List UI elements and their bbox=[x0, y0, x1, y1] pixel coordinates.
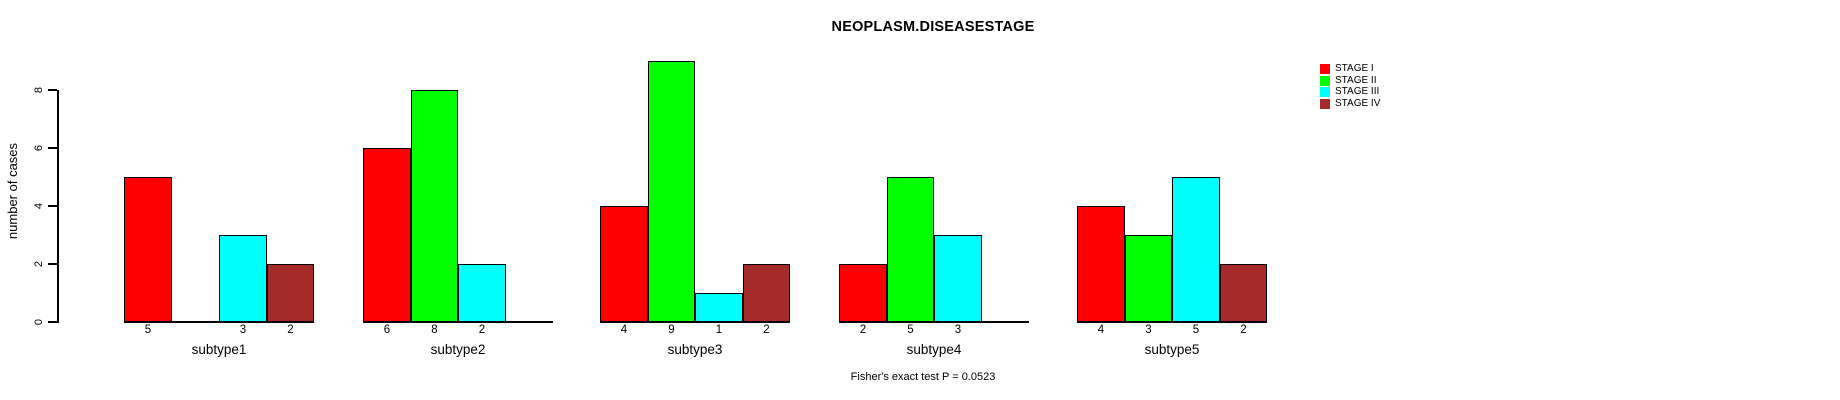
legend-label: STAGE III bbox=[1335, 86, 1380, 98]
bar-stage-iv-subtype5 bbox=[1219, 264, 1267, 322]
bar-value-label: 2 bbox=[859, 324, 867, 336]
bar-value-label: 3 bbox=[239, 324, 247, 336]
legend-item-stage-i: STAGE I bbox=[1320, 64, 1380, 74]
x-category-label-subtype4: subtype4 bbox=[906, 342, 962, 357]
bar-stage-i-subtype2 bbox=[363, 148, 411, 322]
y-tick-label: 2 bbox=[33, 260, 45, 268]
bar-stage-ii-subtype3 bbox=[647, 61, 695, 322]
bar-value-label: 8 bbox=[431, 324, 438, 336]
legend-item-stage-iii: STAGE III bbox=[1320, 86, 1380, 98]
bar-stage-iii-subtype3 bbox=[695, 293, 743, 322]
x-category-label-subtype5: subtype5 bbox=[1144, 342, 1200, 357]
bar-stage-ii-subtype2 bbox=[410, 90, 458, 322]
group-baseline bbox=[839, 321, 1029, 323]
bar-stage-iii-subtype1 bbox=[219, 235, 267, 322]
bar-stage-i-subtype4 bbox=[839, 264, 887, 322]
legend-label: STAGE IV bbox=[1335, 98, 1381, 110]
legend: STAGE I STAGE II STAGE III STAGE IV bbox=[1320, 64, 1381, 110]
bar-value-label: 3 bbox=[954, 324, 962, 336]
y-tick-label: 8 bbox=[33, 86, 45, 94]
bar-value-label: 5 bbox=[907, 324, 914, 336]
bar-value-label: 5 bbox=[1192, 324, 1200, 336]
bar-value-label: 2 bbox=[287, 324, 294, 336]
x-category-label-subtype2: subtype2 bbox=[430, 342, 486, 357]
bar-stage-i-subtype1 bbox=[124, 177, 172, 322]
bar-stage-iv-subtype1 bbox=[266, 264, 314, 322]
bar-stage-i-subtype5 bbox=[1077, 206, 1125, 322]
y-axis-line bbox=[57, 90, 59, 323]
legend-label: STAGE II bbox=[1335, 74, 1377, 86]
bar-value-label: 2 bbox=[1240, 324, 1247, 336]
bar-value-label: 9 bbox=[668, 324, 675, 336]
bar-stage-iv-subtype3 bbox=[742, 264, 790, 322]
y-tick bbox=[48, 89, 57, 91]
y-tick-label: 4 bbox=[33, 202, 45, 210]
bar-stage-i-subtype3 bbox=[600, 206, 648, 322]
bar-value-label: 3 bbox=[1145, 324, 1152, 336]
bar-value-label: 5 bbox=[144, 324, 152, 336]
bar-value-label: 4 bbox=[620, 324, 628, 336]
group-baseline bbox=[1077, 321, 1267, 323]
bar-value-label: 2 bbox=[478, 324, 486, 336]
legend-swatch-stage-iii bbox=[1320, 87, 1330, 98]
bar-value-label: 2 bbox=[763, 324, 770, 336]
bar-stage-iii-subtype4 bbox=[934, 235, 982, 322]
bar-stage-ii-subtype4 bbox=[886, 177, 934, 322]
y-tick-label: 0 bbox=[33, 318, 45, 326]
x-category-label-subtype3: subtype3 bbox=[667, 342, 723, 357]
fisher-test-annotation: Fisher's exact test P = 0.0523 bbox=[850, 371, 996, 383]
group-baseline bbox=[600, 321, 790, 323]
legend-item-stage-ii: STAGE II bbox=[1320, 74, 1380, 86]
bar-value-label: 4 bbox=[1097, 324, 1105, 336]
bar-value-label: 1 bbox=[715, 324, 723, 336]
legend-label: STAGE I bbox=[1335, 63, 1374, 74]
y-tick-label: 6 bbox=[33, 144, 45, 152]
chart-title: NEOPLASM.DISEASESTAGE bbox=[831, 19, 1035, 35]
legend-swatch-stage-i bbox=[1320, 64, 1330, 74]
y-tick bbox=[48, 205, 57, 207]
x-category-label-subtype1: subtype1 bbox=[191, 342, 247, 357]
y-tick bbox=[48, 321, 57, 323]
bar-stage-ii-subtype5 bbox=[1124, 235, 1172, 322]
bar-stage-iii-subtype5 bbox=[1172, 177, 1220, 322]
legend-item-stage-iv: STAGE IV bbox=[1320, 98, 1381, 110]
y-tick bbox=[48, 147, 57, 149]
group-baseline bbox=[363, 321, 553, 323]
y-axis-label: number of cases bbox=[5, 142, 20, 240]
y-tick bbox=[48, 263, 57, 265]
legend-swatch-stage-iv bbox=[1320, 99, 1330, 110]
bar-stage-iii-subtype2 bbox=[458, 264, 506, 322]
group-baseline bbox=[124, 321, 314, 323]
legend-swatch-stage-ii bbox=[1320, 75, 1330, 86]
bar-value-label: 6 bbox=[383, 324, 391, 336]
